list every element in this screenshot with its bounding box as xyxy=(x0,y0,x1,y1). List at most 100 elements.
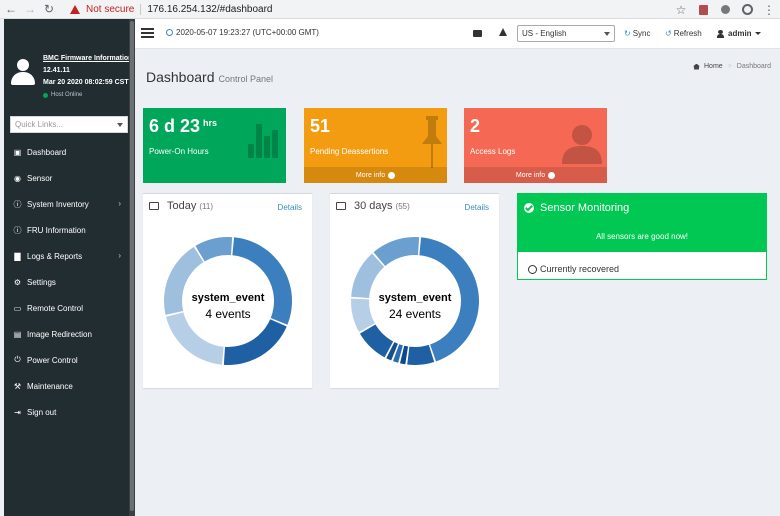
breadcrumb-separator: > xyxy=(727,63,732,70)
quick-links-select[interactable]: Quick Links... xyxy=(10,116,128,133)
refresh-button[interactable]: ↺ Refresh xyxy=(665,29,702,38)
sidebar-item-label: Image Redirection xyxy=(27,329,92,339)
scrollbar-thumb[interactable] xyxy=(130,21,134,511)
user-menu[interactable]: admin xyxy=(717,29,761,38)
sidebar-item-system-inventory[interactable]: ⓘ System Inventory › xyxy=(4,191,129,217)
power-on-value: 6 d 23 hrs xyxy=(149,116,218,136)
address-bar[interactable]: Not secure 176.16.254.132/#dashboard xyxy=(70,1,670,17)
chevron-down-icon xyxy=(117,123,123,127)
status-dot-icon xyxy=(43,92,48,98)
language-select[interactable]: US - English xyxy=(517,25,615,42)
today-donut-segment[interactable] xyxy=(195,237,233,262)
sidebar-item-settings[interactable]: ⚙ Settings xyxy=(4,269,129,295)
dashboard-icon: ▣ xyxy=(13,147,22,157)
sidebar-item-label: Sign out xyxy=(27,407,57,417)
thirty-donut-segment[interactable] xyxy=(351,298,375,332)
thirty-donut-segment[interactable] xyxy=(400,345,409,365)
language-value: US - English xyxy=(522,29,567,38)
sidebar-item-label: FRU Information xyxy=(27,225,86,235)
omnibox-divider xyxy=(140,3,142,15)
thirty-donut-segment[interactable] xyxy=(386,342,398,361)
thirty-days-events-panel: 30 days (55) Details system_event 24 eve… xyxy=(330,193,499,388)
sidebar-item-power-control[interactable]: ⏻ Power Control xyxy=(4,347,129,373)
sync-button[interactable]: ↻ Sync xyxy=(624,29,651,38)
datetime-display: 2020-05-07 19:23:27 (UTC+00:00 GMT) xyxy=(166,28,319,37)
browser-menu-icon[interactable]: ⋮ xyxy=(763,2,775,17)
profile-icon[interactable] xyxy=(736,0,758,19)
forward-button[interactable]: → xyxy=(24,2,36,16)
bar-chart-icon: ▇ xyxy=(14,251,21,261)
sidebar-item-label: Power Control xyxy=(27,355,78,365)
today-donut-segment[interactable] xyxy=(165,312,224,365)
thirty-donut-segment[interactable] xyxy=(359,324,394,358)
user-panel: BMC Firmware Information 12.41.11 Mar 20… xyxy=(10,53,132,105)
sidebar-item-sign-out[interactable]: ⇥ Sign out xyxy=(4,399,129,425)
thirty-donut-segment[interactable] xyxy=(351,253,385,298)
firmware-info: BMC Firmware Information 12.41.11 Mar 20… xyxy=(43,53,133,101)
thirty-details-link[interactable]: Details xyxy=(464,203,489,212)
info-circle-icon: ⓘ xyxy=(13,225,22,235)
page-subtitle: Control Panel xyxy=(218,74,274,84)
sidebar-item-label: Settings xyxy=(27,277,56,287)
breadcrumb-home-link[interactable]: Home xyxy=(704,63,723,70)
thirty-donut-segment[interactable] xyxy=(373,237,420,266)
sidebar-scrollbar[interactable] xyxy=(129,19,135,516)
sidebar-item-label: Sensor xyxy=(27,173,53,183)
power-on-unit: hrs xyxy=(203,118,218,128)
thirty-title: 30 days xyxy=(354,200,393,212)
thirty-panel-header: 30 days (55) xyxy=(336,200,410,212)
sensor-status-message: All sensors are good now! xyxy=(595,232,689,241)
browser-toolbar: ← → ↻ Not secure 176.16.254.132/#dashboa… xyxy=(0,0,780,19)
security-indicator[interactable]: Not secure xyxy=(70,4,134,15)
firmware-title-link[interactable]: BMC Firmware Information xyxy=(43,55,133,62)
sidebar-item-label: Remote Control xyxy=(27,303,84,313)
mail-icon[interactable] xyxy=(473,30,482,37)
alert-icon[interactable] xyxy=(499,28,507,36)
sidebar-item-remote-control[interactable]: ▭ Remote Control xyxy=(4,295,129,321)
access-logs-box: 2 Access Logs More info xyxy=(464,108,607,183)
thirty-donut-segment[interactable] xyxy=(407,344,435,365)
warning-icon xyxy=(70,4,80,14)
arrow-circle-right-icon xyxy=(548,171,556,179)
sidebar-item-sensor[interactable]: ◉ Sensor xyxy=(4,165,129,191)
refresh-icon: ↺ xyxy=(665,29,672,38)
sensor-title-text: Sensor Monitoring xyxy=(540,202,630,214)
host-status-label: Host Online xyxy=(51,92,83,98)
sidebar-item-image-redirection[interactable]: ▤ Image Redirection xyxy=(4,321,129,347)
today-donut-segment[interactable] xyxy=(164,246,204,315)
firmware-version: 12.41.11 xyxy=(43,67,70,74)
today-details-link[interactable]: Details xyxy=(277,203,302,212)
recovered-label: Currently recovered xyxy=(540,264,620,274)
sidebar-item-label: Logs & Reports xyxy=(27,251,83,261)
reload-button[interactable]: ↻ xyxy=(43,2,55,16)
user-icon xyxy=(717,29,724,38)
arrow-circle-right-icon xyxy=(388,171,396,179)
pending-label: Pending Deassertions xyxy=(310,147,389,156)
sidebar-item-maintenance[interactable]: ⚒ Maintenance xyxy=(4,373,129,399)
extension-icon[interactable] xyxy=(714,0,736,19)
sidebar-item-dashboard[interactable]: ▣ Dashboard xyxy=(4,139,129,165)
access-more-info-link[interactable]: More info xyxy=(464,167,607,183)
today-donut-segment[interactable] xyxy=(232,237,292,325)
wrench-icon: ⚒ xyxy=(13,381,22,391)
thirty-donut-segment[interactable] xyxy=(419,237,479,362)
thirty-donut-segment[interactable] xyxy=(393,344,403,363)
sidebar: BMC Firmware Information 12.41.11 Mar 20… xyxy=(4,19,135,516)
back-button[interactable]: ← xyxy=(5,2,17,16)
sensor-icon: ◉ xyxy=(14,173,21,183)
refresh-label: Refresh xyxy=(673,29,702,38)
access-value: 2 xyxy=(470,116,481,136)
sidebar-item-logs-reports[interactable]: ▇ Logs & Reports › xyxy=(4,243,129,269)
pending-deassertions-box: 51 Pending Deassertions More info xyxy=(304,108,447,183)
person-icon xyxy=(562,124,602,164)
menu-toggle-icon[interactable] xyxy=(141,28,154,38)
page-title-text: Dashboard xyxy=(146,69,215,85)
pdf-extension-icon[interactable] xyxy=(692,0,714,19)
pending-more-info-link[interactable]: More info xyxy=(304,167,447,183)
sync-icon: ↻ xyxy=(624,29,631,38)
bookmark-star-icon[interactable]: ☆ xyxy=(675,2,687,17)
sidebar-item-fru-information[interactable]: ⓘ FRU Information xyxy=(4,217,129,243)
today-donut-segment[interactable] xyxy=(223,319,287,365)
clock-icon xyxy=(166,29,173,36)
chevron-right-icon: › xyxy=(118,251,121,260)
